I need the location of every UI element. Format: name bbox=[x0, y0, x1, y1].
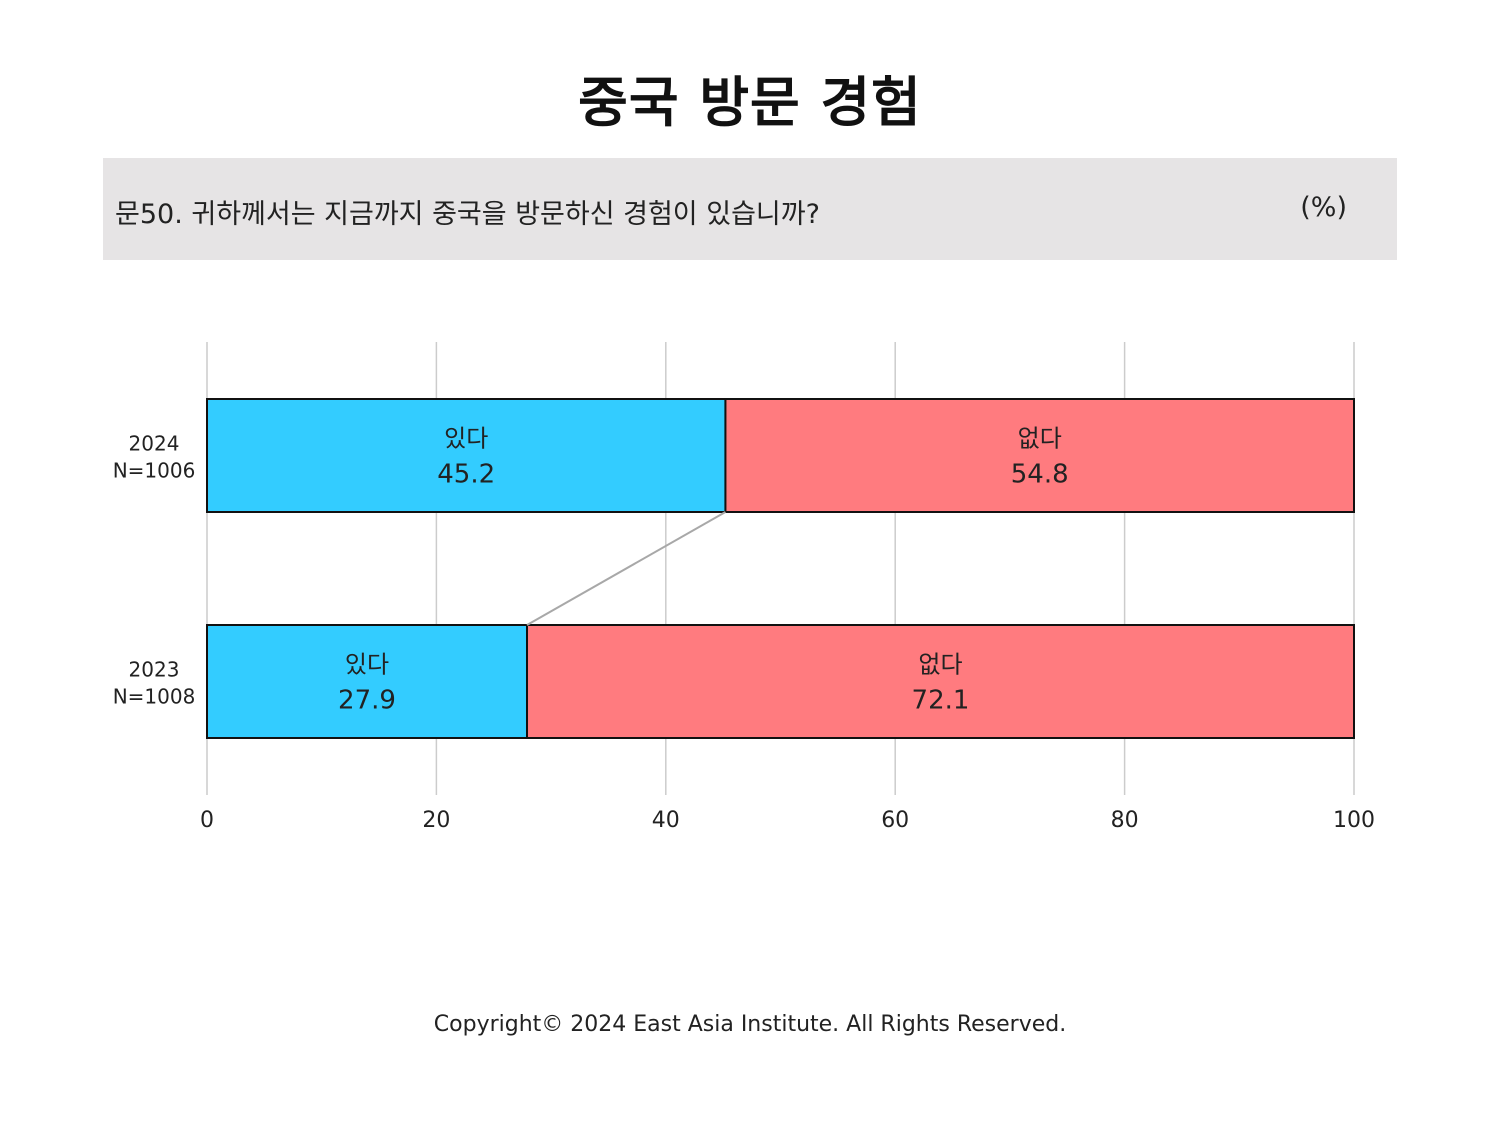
x-tick-label: 40 bbox=[652, 808, 680, 833]
segment-series-label: 있다 bbox=[444, 425, 488, 453]
y-category-year: 2023 bbox=[129, 658, 180, 682]
x-tick-label: 20 bbox=[422, 808, 450, 833]
x-tick-label: 60 bbox=[881, 808, 909, 833]
segment-series-label: 없다 bbox=[1018, 425, 1062, 453]
question-text: 문50. 귀하께서는 지금까지 중국을 방문하신 경험이 있습니까? bbox=[115, 199, 820, 230]
x-tick-label: 80 bbox=[1111, 808, 1139, 833]
x-tick-label: 100 bbox=[1333, 808, 1375, 833]
data-label: 27.9 bbox=[338, 686, 396, 716]
copyright-text: Copyright© 2024 East Asia Institute. All… bbox=[433, 1012, 1067, 1037]
unit-label: (%) bbox=[1300, 192, 1347, 223]
data-label: 72.1 bbox=[912, 686, 970, 716]
page-title: 중국 방문 경험 bbox=[578, 71, 922, 134]
connector-line bbox=[526, 511, 726, 626]
data-label: 45.2 bbox=[437, 460, 495, 490]
segment-series-label: 없다 bbox=[918, 651, 962, 679]
bar-segment bbox=[724, 398, 1355, 513]
question-box: 문50. 귀하께서는 지금까지 중국을 방문하신 경험이 있습니까? (%) bbox=[103, 158, 1397, 260]
y-category-year: 2024 bbox=[129, 432, 180, 456]
bar-segment bbox=[206, 624, 529, 739]
segment-series-label: 있다 bbox=[345, 651, 389, 679]
y-category-n: N=1008 bbox=[113, 685, 196, 709]
bar-segment bbox=[206, 398, 727, 513]
x-tick-label: 0 bbox=[200, 808, 214, 833]
bar-segment bbox=[526, 624, 1355, 739]
y-category-n: N=1006 bbox=[113, 459, 196, 483]
data-label: 54.8 bbox=[1011, 460, 1069, 490]
